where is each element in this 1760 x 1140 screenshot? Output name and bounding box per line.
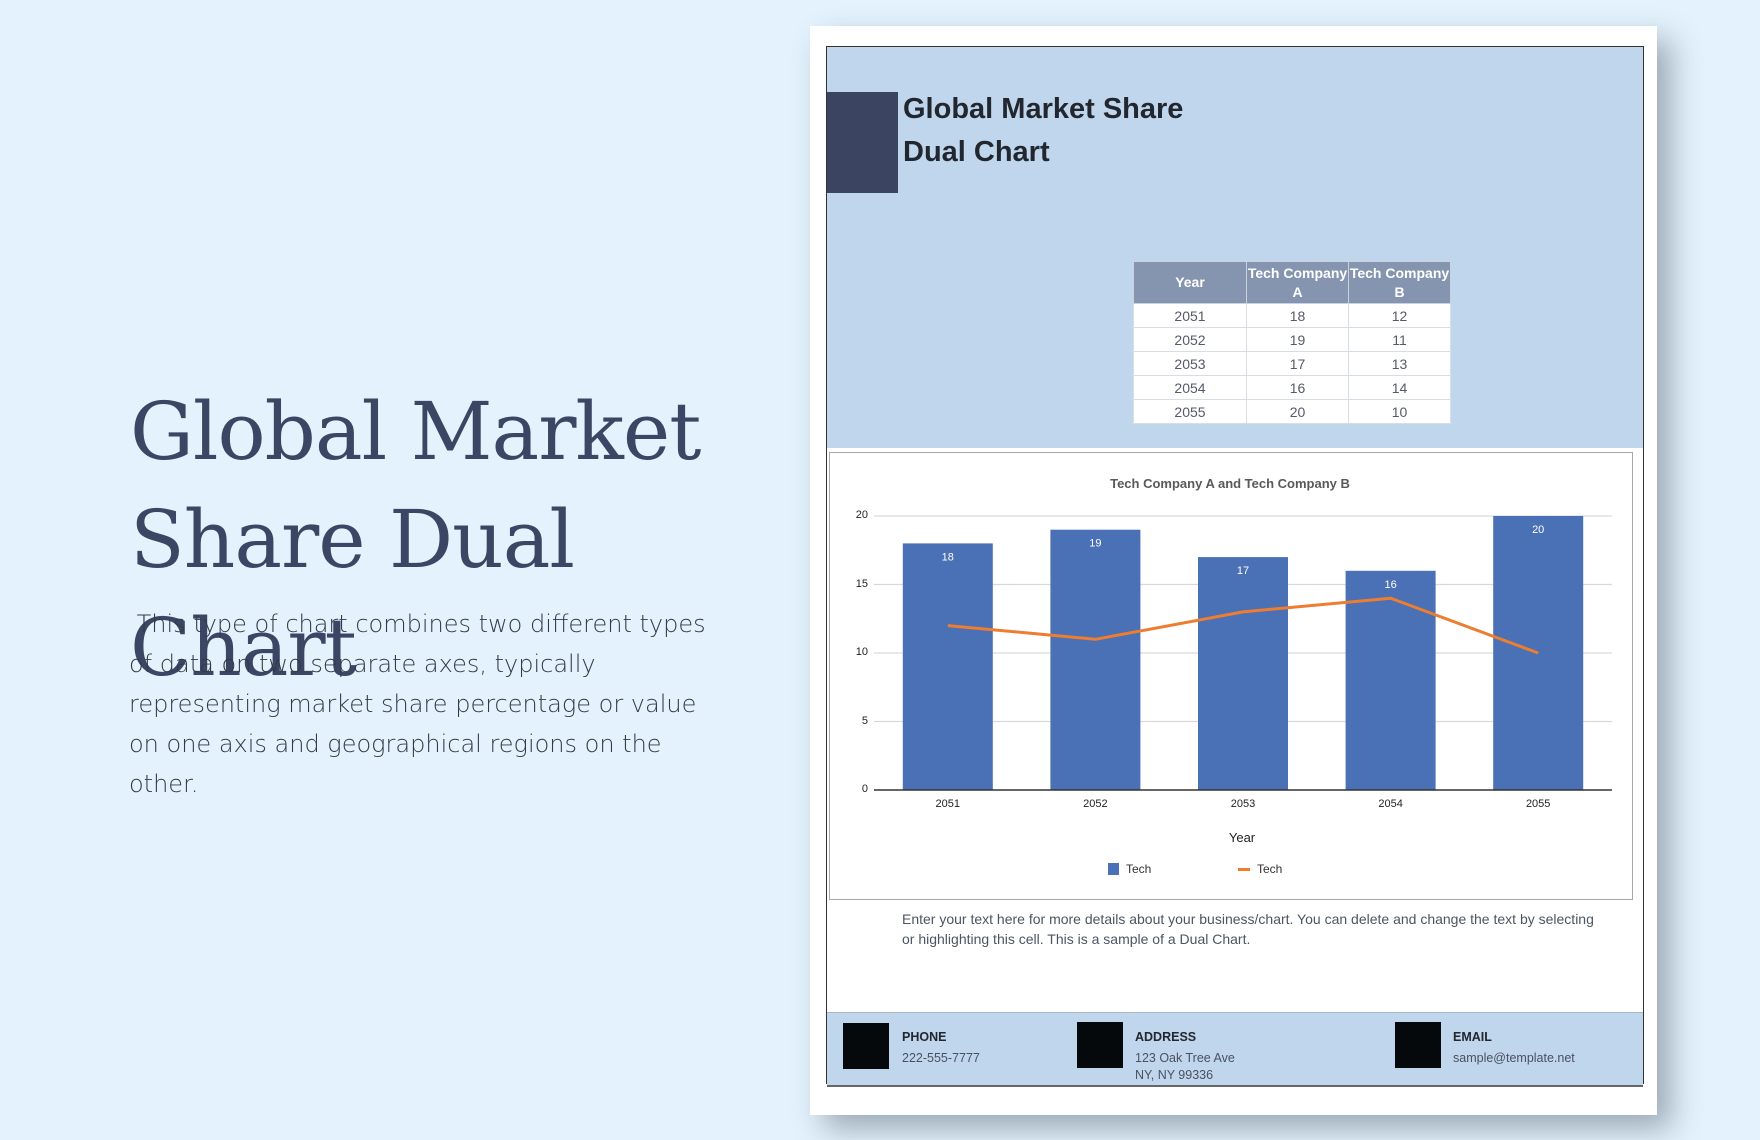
cell-year: 2054	[1133, 375, 1247, 400]
email-icon	[1395, 1022, 1441, 1068]
accent-square	[827, 92, 898, 193]
y-tick-label: 10	[855, 646, 868, 658]
bar	[1198, 557, 1288, 790]
chart-legend: Tech Tech	[1108, 862, 1368, 876]
email-label: EMAIL	[1453, 1030, 1492, 1044]
x-tick-label: 2054	[1378, 798, 1403, 810]
table-row: 2052 19 11	[1133, 327, 1451, 352]
hero-title: Global Market Share Dual Chart	[130, 385, 701, 694]
phone-icon	[843, 1023, 889, 1069]
address-line1: 123 Oak Tree Ave	[1135, 1051, 1235, 1065]
bar-data-label: 20	[1532, 524, 1544, 536]
legend-item-bar: Tech	[1108, 862, 1238, 876]
chart-bar-labels: 18 19 17 16 20	[942, 524, 1545, 591]
cell-company-a: 18	[1246, 303, 1349, 328]
bar-data-label: 18	[942, 551, 954, 563]
table-row: 2051 18 12	[1133, 303, 1451, 328]
cell-company-a: 17	[1246, 351, 1349, 376]
bar-data-label: 16	[1384, 579, 1396, 591]
phone-value: 222-555-7777	[902, 1051, 980, 1065]
chart-title: Tech Company A and Tech Company B	[1110, 476, 1350, 491]
legend-bar-swatch-icon	[1108, 863, 1119, 875]
table-row: 2055 20 10	[1133, 399, 1451, 424]
note-text[interactable]: Enter your text here for more details ab…	[902, 911, 1594, 947]
bar	[902, 543, 993, 790]
x-axis-title: Year	[1228, 830, 1256, 845]
address-label: ADDRESS	[1135, 1030, 1197, 1044]
address-line2: NY, NY 99336	[1135, 1068, 1214, 1082]
y-tick-label: 20	[855, 509, 868, 521]
legend-item-line: Tech	[1238, 862, 1368, 876]
cell-year: 2053	[1133, 351, 1247, 376]
chart-line-series	[947, 596, 1539, 655]
bar	[1050, 529, 1141, 790]
x-tick-label: 2052	[1083, 798, 1108, 810]
hero-description: This type of chart combines two differen…	[129, 610, 714, 798]
x-tick-label: 2055	[1525, 798, 1551, 810]
document-title-line2: Dual Chart	[903, 136, 1050, 168]
y-tick-label: 0	[861, 783, 868, 795]
bar	[1345, 570, 1436, 790]
cell-company-b: 14	[1348, 375, 1451, 400]
data-table: Year Tech Company A Tech Company B 2051 …	[1133, 261, 1451, 424]
cell-company-a: 16	[1246, 375, 1349, 400]
table-row: 2053 17 13	[1133, 351, 1451, 376]
email-value[interactable]: sample@template.net	[1453, 1051, 1575, 1065]
document-title: Global Market Share Dual Chart	[903, 88, 1303, 174]
x-tick-label: 2051	[935, 798, 961, 810]
bar-data-label: 19	[1089, 538, 1101, 550]
bar-data-label: 17	[1237, 565, 1249, 577]
cell-company-b: 13	[1348, 351, 1451, 376]
document-title-line1: Global Market Share	[903, 93, 1184, 125]
header-company-a: Tech Company A	[1246, 261, 1349, 304]
legend-label: Tech	[1257, 862, 1283, 876]
y-tick-label: 15	[855, 577, 868, 590]
cell-company-b: 10	[1348, 399, 1451, 424]
cell-company-a: 19	[1246, 327, 1349, 352]
cell-company-b: 12	[1348, 303, 1451, 328]
phone-label: PHONE	[902, 1030, 947, 1044]
contact-footer	[827, 1012, 1643, 1087]
y-tick-label: 5	[861, 714, 868, 727]
cell-company-a: 20	[1246, 399, 1349, 424]
table-row: 2054 16 14	[1133, 375, 1451, 400]
address-icon	[1077, 1022, 1123, 1068]
cell-company-b: 11	[1348, 327, 1451, 352]
legend-line-swatch-icon	[1238, 867, 1250, 871]
cell-year: 2055	[1133, 399, 1247, 424]
legend-label: Tech	[1126, 862, 1152, 876]
x-tick-label: 2053	[1230, 798, 1256, 810]
